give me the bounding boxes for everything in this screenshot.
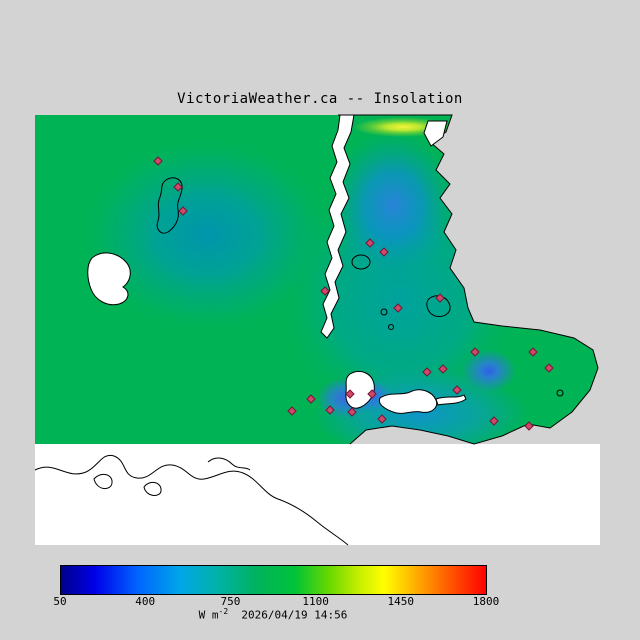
station-marker: [345, 389, 355, 399]
colorbar-tick-label: 1800: [472, 595, 500, 608]
station-marker: [377, 414, 387, 424]
field-deepblue-spot-3: [462, 350, 516, 392]
station-marker: [544, 363, 554, 373]
saanich-inlet-water: [320, 114, 355, 339]
station-marker: [524, 421, 534, 431]
gorge-inlet-water: [435, 394, 467, 406]
strait-water: [35, 444, 600, 545]
station-marker: [452, 385, 462, 395]
station-markers: [153, 156, 554, 431]
coastline-east: [338, 114, 599, 445]
island-outline-2: [143, 481, 162, 496]
lake-outline-3: [380, 308, 388, 316]
island-outline-1: [93, 473, 113, 489]
colorbar-tick-label: 50: [53, 595, 67, 608]
station-marker: [435, 293, 445, 303]
station-marker: [422, 367, 432, 377]
sooke-basin-water: [87, 252, 131, 306]
timestamp: 2026/04/19 14:56: [241, 608, 348, 622]
lake-outline-1: [351, 254, 371, 270]
esquimalt-harbour-water: [345, 370, 375, 409]
lake-chain-outline: [156, 177, 183, 234]
map-title: VictoriaWeather.ca -- Insolation: [177, 91, 463, 107]
station-marker: [320, 286, 330, 296]
units-exponent: -2: [218, 607, 229, 616]
station-marker: [489, 416, 499, 426]
station-marker: [173, 182, 183, 192]
colorbar-tick-label: 750: [220, 595, 241, 608]
station-marker: [367, 389, 377, 399]
colorbar-tick-label: 1100: [302, 595, 329, 608]
colorbar-tick-label: 400: [135, 595, 156, 608]
coastline-south: [34, 454, 349, 546]
station-marker: [438, 364, 448, 374]
victoria-harbour-water: [378, 389, 438, 414]
station-marker: [287, 406, 297, 416]
colorbar-units: W m-2 2026/04/19 14:56: [60, 607, 486, 622]
field-teal-blob: [79, 135, 335, 335]
station-marker: [306, 394, 316, 404]
colorbar-ticks: 50 400 750 1100 1450 1800: [53, 595, 499, 608]
colorbar-tick-label: 1450: [387, 595, 415, 608]
colorbar: [60, 565, 487, 595]
station-marker: [528, 347, 538, 357]
islet-outline: [556, 389, 564, 397]
tip-bay-water: [423, 120, 448, 147]
station-marker: [393, 303, 403, 313]
station-marker: [325, 405, 335, 415]
coastline-south-detail: [207, 457, 251, 471]
lake-outline-4: [388, 324, 394, 330]
station-marker: [470, 347, 480, 357]
station-marker: [178, 206, 188, 216]
station-marker: [153, 156, 163, 166]
station-marker: [365, 238, 375, 248]
units-spacer: [228, 609, 241, 622]
colorbar-gradient: [61, 566, 486, 594]
station-marker: [347, 407, 357, 417]
field-blue-north: [329, 131, 457, 279]
station-marker: [379, 247, 389, 257]
units-label: W m: [198, 608, 219, 622]
